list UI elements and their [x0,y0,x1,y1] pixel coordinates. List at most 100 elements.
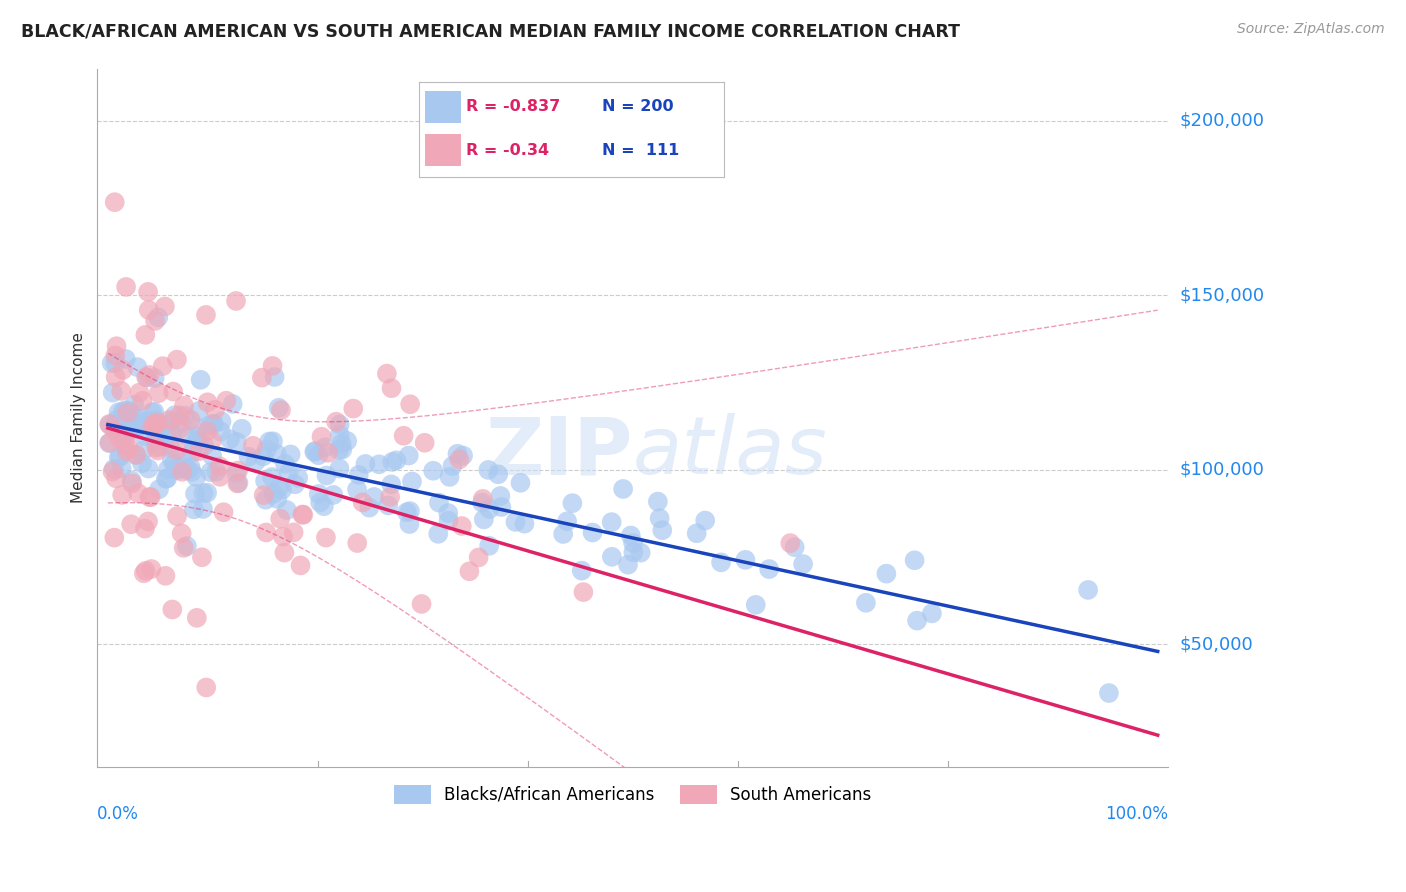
Text: $50,000: $50,000 [1180,635,1253,654]
Point [101,465,124,479]
Point [312,499,335,513]
Point [304,445,326,459]
Point [336,434,359,448]
Point [131,417,153,432]
Point [648,511,671,525]
Point [600,515,623,529]
Point [197,395,219,409]
Point [120,517,142,532]
Point [155,569,177,583]
Point [287,471,309,485]
Point [202,417,225,431]
Point [162,602,184,616]
Point [221,397,243,411]
Point [141,420,163,434]
Point [205,465,228,479]
Point [471,491,494,506]
Point [122,398,145,412]
Point [745,598,768,612]
Point [114,433,136,447]
Point [215,393,238,408]
Point [208,459,231,474]
Point [172,465,194,479]
Point [132,429,155,443]
Point [284,477,307,491]
Point [191,502,214,516]
Point [446,447,468,461]
Point [115,444,138,458]
Point [195,424,218,438]
Point [329,427,352,442]
Point [315,468,337,483]
Point [127,420,149,434]
Point [325,415,347,429]
Point [380,381,402,395]
Point [105,471,128,485]
Point [617,558,640,572]
Point [170,416,193,430]
Point [148,440,170,454]
Point [157,413,180,427]
Point [104,195,127,210]
Point [127,486,149,500]
Point [136,515,159,529]
Point [269,512,291,526]
Point [242,439,264,453]
Point [316,446,339,460]
Point [204,402,226,417]
Point [156,427,179,442]
Point [322,488,344,502]
Point [342,401,364,416]
Point [121,474,143,488]
Point [103,423,125,437]
Point [779,536,801,550]
Point [107,420,129,434]
Point [136,414,159,428]
Point [252,450,274,464]
Point [131,393,153,408]
Point [328,461,350,475]
Point [422,464,444,478]
Point [143,419,166,434]
Point [307,448,329,462]
Point [135,370,157,384]
Point [260,470,283,484]
Point [136,285,159,299]
Point [191,550,214,565]
Point [143,416,166,430]
Point [117,406,139,420]
Point [218,432,240,446]
Legend: Blacks/African Americans, South Americans: Blacks/African Americans, South American… [388,778,877,811]
Point [238,450,260,464]
Point [450,519,472,533]
Point [146,416,169,430]
Point [156,471,179,485]
Point [176,539,198,553]
Point [108,432,131,446]
Point [486,467,509,482]
Point [427,496,450,510]
Point [571,564,593,578]
Point [226,463,249,477]
Point [111,488,134,502]
Point [758,562,780,576]
Point [211,415,233,429]
Point [169,409,191,423]
Point [267,401,290,415]
Point [290,558,312,573]
Point [194,308,217,322]
Point [375,367,398,381]
Point [153,300,176,314]
Point [792,557,814,571]
Text: atlas: atlas [633,414,828,491]
Point [308,487,330,501]
Point [505,515,527,529]
Point [190,373,212,387]
Point [263,487,285,501]
Point [269,480,291,494]
Point [202,417,225,431]
Text: 0.0%: 0.0% [97,805,139,823]
Point [105,339,128,353]
Point [330,436,353,450]
Point [160,452,183,467]
